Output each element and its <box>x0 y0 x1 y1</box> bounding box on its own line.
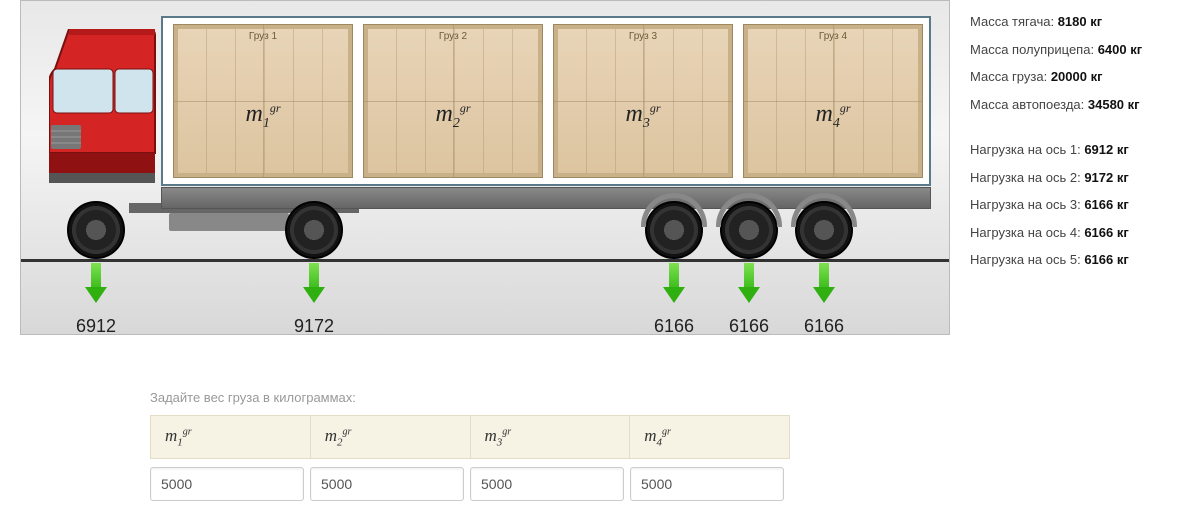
value: 6400 кг <box>1098 42 1142 57</box>
stat-axle-load-1: Нагрузка на ось 1: 6912 кг <box>970 140 1190 160</box>
stat-axle-load-4: Нагрузка на ось 4: 6166 кг <box>970 223 1190 243</box>
mass-input-3[interactable] <box>470 467 624 501</box>
cargo-crate-3: Груз 3 m3gr <box>553 24 733 178</box>
mass-header-2: m2gr <box>311 415 471 459</box>
axle-wheel-5 <box>795 201 857 263</box>
axle-load-label-3: 6166 <box>654 316 694 337</box>
axle-wheel-4 <box>720 201 782 263</box>
axle-load-label-1: 6912 <box>76 316 116 337</box>
value: 9172 кг <box>1084 170 1128 185</box>
crate-title: Груз 4 <box>744 31 922 42</box>
cargo-crate-2: Груз 2 m2gr <box>363 24 543 178</box>
label: Нагрузка на ось 5: <box>970 252 1081 267</box>
crate-title: Груз 3 <box>554 31 732 42</box>
crate-title: Груз 2 <box>364 31 542 42</box>
value: 6166 кг <box>1084 197 1128 212</box>
cargo-crate-1: Груз 1 m1gr <box>173 24 353 178</box>
stat-total-mass: Масса автопоезда: 34580 кг <box>970 95 1190 115</box>
load-arrow-2 <box>303 263 325 303</box>
crate-mass-symbol: m1gr <box>174 101 352 132</box>
label: Нагрузка на ось 4: <box>970 225 1081 240</box>
load-arrow-5 <box>813 263 835 303</box>
value: 20000 кг <box>1051 69 1103 84</box>
crate-mass-symbol: m4gr <box>744 101 922 132</box>
stat-tractor-mass: Масса тягача: 8180 кг <box>970 12 1190 32</box>
label: Масса полуприцепа: <box>970 42 1094 57</box>
stats-panel: Масса тягача: 8180 кг Масса полуприцепа:… <box>970 12 1190 278</box>
mass-header-3: m3gr <box>471 415 631 459</box>
mass-input-2[interactable] <box>310 467 464 501</box>
axle-load-label-2: 9172 <box>294 316 334 337</box>
crate-mass-symbol: m2gr <box>364 101 542 132</box>
cargo-mass-form: Задайте вес груза в килограммах: m1grm2g… <box>150 390 790 501</box>
tractor-cab <box>49 29 161 199</box>
label: Нагрузка на ось 2: <box>970 170 1081 185</box>
axle-wheel-3 <box>645 201 707 263</box>
semitrailer-body: Груз 1 m1gr Груз 2 m2gr Груз 3 m3gr Груз 4 m4gr <box>161 16 931 186</box>
label: Нагрузка на ось 1: <box>970 142 1081 157</box>
mass-input-4[interactable] <box>630 467 784 501</box>
value: 6166 кг <box>1084 252 1128 267</box>
form-title: Задайте вес груза в килограммах: <box>150 390 790 405</box>
cargo-crate-4: Груз 4 m4gr <box>743 24 923 178</box>
stat-axle-load-3: Нагрузка на ось 3: 6166 кг <box>970 195 1190 215</box>
axle-wheel-2 <box>285 201 347 263</box>
value: 8180 кг <box>1058 14 1102 29</box>
mass-header-1: m1gr <box>150 415 311 459</box>
value: 6166 кг <box>1084 225 1128 240</box>
load-arrow-4 <box>738 263 760 303</box>
truck-load-diagram: Груз 1 m1gr Груз 2 m2gr Груз 3 m3gr Груз 4 m4gr… <box>20 0 950 335</box>
mass-header-4: m4gr <box>630 415 790 459</box>
stat-axle-load-2: Нагрузка на ось 2: 9172 кг <box>970 168 1190 188</box>
load-arrow-1 <box>85 263 107 303</box>
mass-input-1[interactable] <box>150 467 304 501</box>
label: Масса груза: <box>970 69 1047 84</box>
stat-cargo-mass: Масса груза: 20000 кг <box>970 67 1190 87</box>
stat-trailer-mass: Масса полуприцепа: 6400 кг <box>970 40 1190 60</box>
value: 6912 кг <box>1084 142 1128 157</box>
load-arrow-3 <box>663 263 685 303</box>
crate-mass-symbol: m3gr <box>554 101 732 132</box>
axle-load-label-4: 6166 <box>729 316 769 337</box>
stat-axle-load-5: Нагрузка на ось 5: 6166 кг <box>970 250 1190 270</box>
label: Масса автопоезда: <box>970 97 1084 112</box>
value: 34580 кг <box>1088 97 1140 112</box>
axle-wheel-1 <box>67 201 129 263</box>
crate-title: Груз 1 <box>174 31 352 42</box>
axle-load-label-5: 6166 <box>804 316 844 337</box>
label: Масса тягача: <box>970 14 1054 29</box>
label: Нагрузка на ось 3: <box>970 197 1081 212</box>
